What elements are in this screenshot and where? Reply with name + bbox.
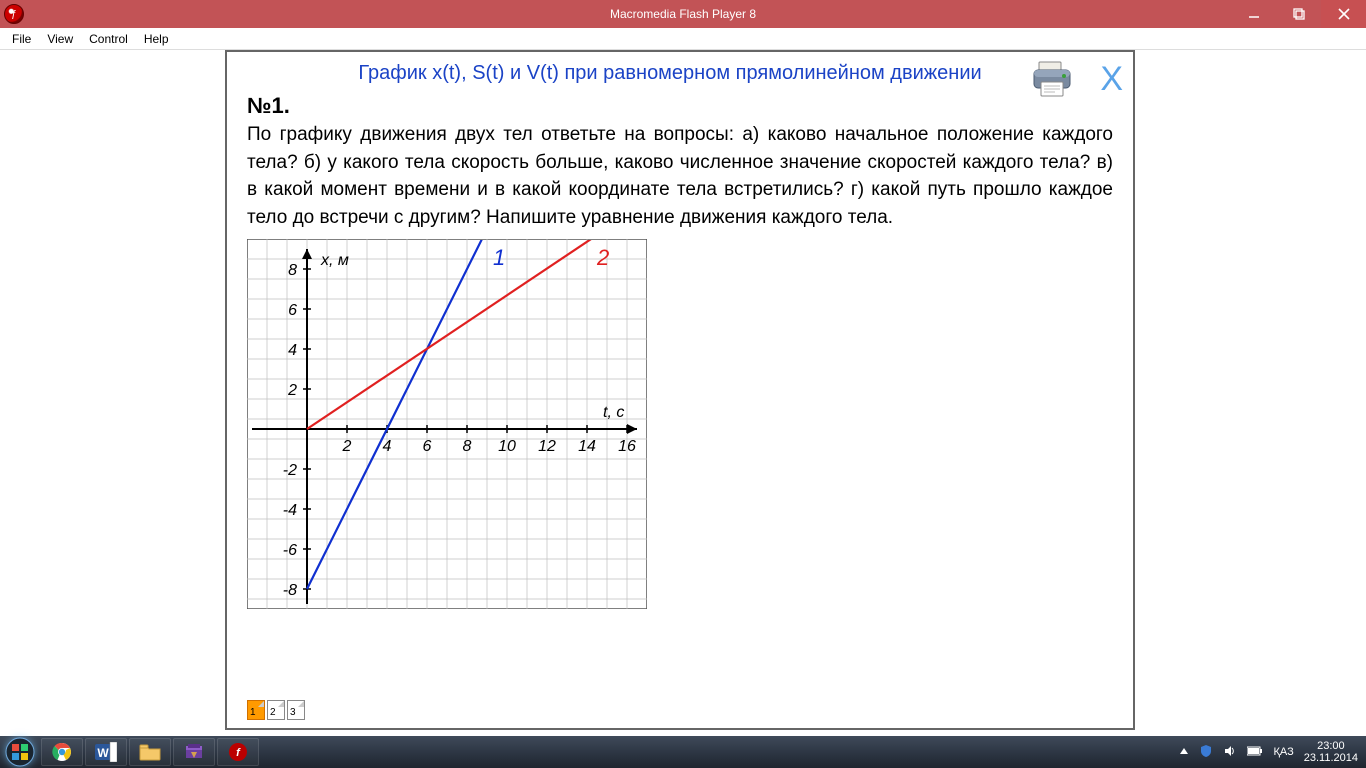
printer-icon (1031, 58, 1077, 100)
svg-text:14: 14 (578, 438, 596, 455)
svg-text:-8: -8 (283, 582, 297, 599)
menubar: File View Control Help (0, 28, 1366, 50)
taskbar-explorer[interactable] (129, 738, 171, 766)
workspace: График x(t), S(t) и V(t) при равномерном… (0, 50, 1366, 736)
content-page: График x(t), S(t) и V(t) при равномерном… (225, 50, 1135, 730)
svg-text:-2: -2 (283, 462, 297, 479)
motion-chart: x, мt, с2468101214162468-2-4-6-812 (247, 239, 647, 609)
svg-text:2: 2 (287, 382, 297, 399)
winrar-icon (184, 742, 204, 762)
minimize-button[interactable] (1231, 0, 1276, 28)
tray-language[interactable]: ҚАЗ (1273, 746, 1293, 758)
menu-control[interactable]: Control (81, 30, 136, 48)
menu-file[interactable]: File (4, 30, 39, 48)
svg-text:8: 8 (463, 438, 472, 455)
flash-app-icon: ƒ (4, 4, 24, 24)
svg-text:1: 1 (493, 245, 505, 270)
tray-security-icon[interactable] (1199, 744, 1213, 761)
chrome-icon (52, 742, 72, 762)
window-title: Macromedia Flash Player 8 (610, 7, 756, 21)
windows-start-icon (5, 737, 35, 767)
window-close-button[interactable] (1321, 0, 1366, 28)
svg-text:10: 10 (498, 438, 516, 455)
svg-text:12: 12 (538, 438, 556, 455)
maximize-button[interactable] (1276, 0, 1321, 28)
word-icon: W (95, 742, 117, 762)
page-tab-3[interactable]: 3 (287, 700, 305, 720)
taskbar: W f ҚА (0, 736, 1366, 768)
svg-text:2: 2 (342, 438, 352, 455)
svg-text:6: 6 (288, 302, 297, 319)
svg-text:W: W (97, 746, 109, 760)
svg-text:6: 6 (423, 438, 432, 455)
minimize-icon (1248, 8, 1260, 20)
page-close-button[interactable]: X (1100, 60, 1123, 99)
maximize-icon (1293, 8, 1305, 20)
svg-text:2: 2 (596, 245, 609, 270)
svg-text:16: 16 (618, 438, 636, 455)
tray-battery-icon[interactable] (1247, 746, 1263, 759)
tray-volume-icon[interactable] (1223, 744, 1237, 761)
page-tab-2[interactable]: 2 (267, 700, 285, 720)
svg-text:-6: -6 (283, 542, 297, 559)
taskbar-flash[interactable]: f (217, 738, 259, 766)
svg-text:-4: -4 (283, 502, 297, 519)
flash-icon: f (228, 742, 248, 762)
print-button[interactable] (1031, 58, 1077, 100)
tray-date: 23.11.2014 (1304, 752, 1358, 764)
pager: 1 2 3 (247, 700, 305, 720)
close-icon (1338, 8, 1350, 20)
folder-icon (139, 743, 161, 761)
titlebar: ƒ Macromedia Flash Player 8 (0, 0, 1366, 28)
svg-text:4: 4 (288, 342, 297, 359)
menu-view[interactable]: View (39, 30, 81, 48)
problem-text: По графику движения двух тел ответьте на… (247, 121, 1113, 231)
menu-help[interactable]: Help (136, 30, 177, 48)
page-tab-1[interactable]: 1 (247, 700, 265, 720)
problem-block: №1. По графику движения двух тел ответьт… (227, 89, 1133, 231)
svg-text:t, с: t, с (603, 404, 624, 421)
system-tray: ҚАЗ 23:00 23.11.2014 (1179, 740, 1366, 764)
taskbar-winrar[interactable] (173, 738, 215, 766)
svg-text:8: 8 (288, 262, 297, 279)
page-title: График x(t), S(t) и V(t) при равномерном… (227, 52, 1133, 89)
svg-text:4: 4 (383, 438, 392, 455)
start-button[interactable] (0, 736, 40, 768)
taskbar-word[interactable]: W (85, 738, 127, 766)
tray-clock[interactable]: 23:00 23.11.2014 (1304, 740, 1358, 764)
problem-number: №1. (247, 93, 1113, 119)
svg-text:x, м: x, м (320, 252, 349, 269)
taskbar-chrome[interactable] (41, 738, 83, 766)
window-controls (1231, 0, 1366, 28)
chart-container: x, мt, с2468101214162468-2-4-6-812 (247, 239, 1133, 614)
tray-show-hidden-icon[interactable] (1179, 746, 1189, 759)
tray-time: 23:00 (1304, 740, 1358, 752)
